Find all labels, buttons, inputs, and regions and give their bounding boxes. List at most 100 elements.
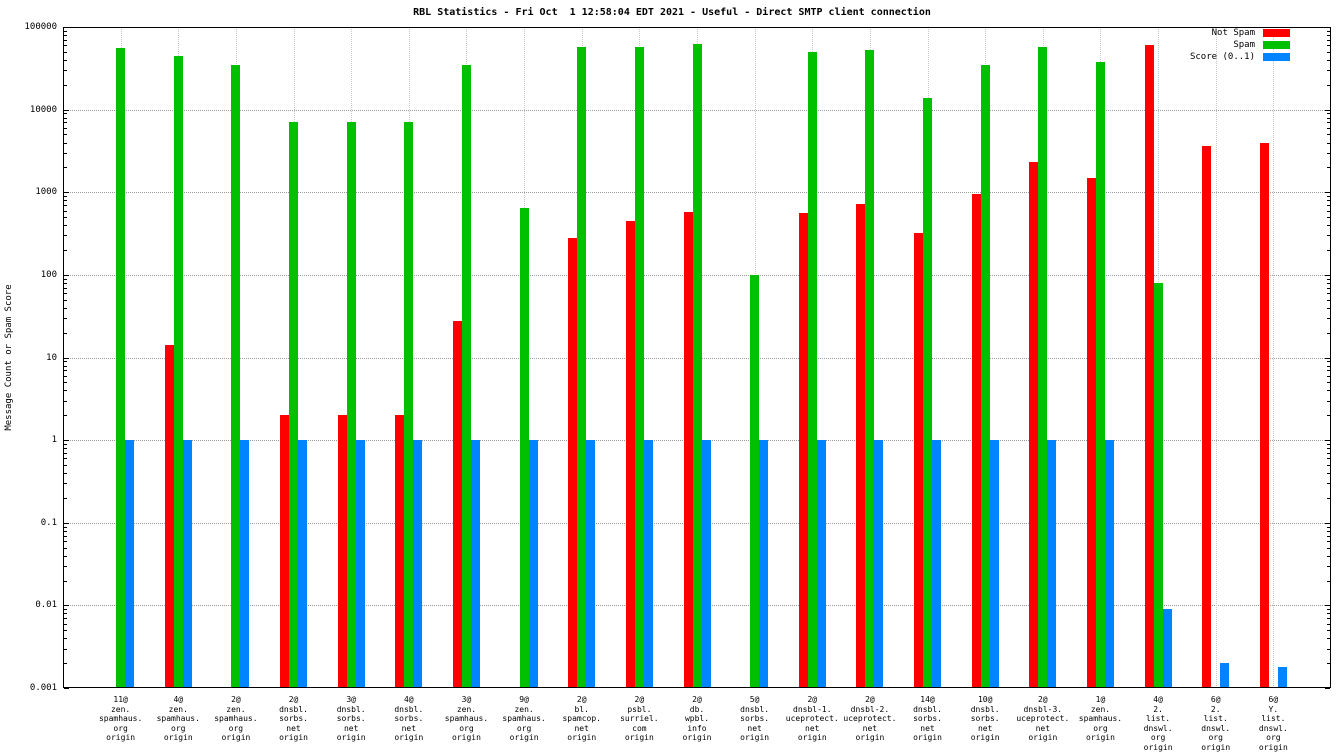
y-tick-minor [64,370,67,372]
bar-score-0-1-4 [355,440,365,688]
y-tick-major [64,605,69,607]
y-tick-minor [64,278,67,280]
y-tick-minor [64,452,67,454]
y-tick-label: 1000 [35,187,57,198]
y-tick-minor [64,415,67,417]
bar-spam-18 [1153,282,1163,688]
y-tick-minor [64,122,67,124]
y-tick-minor [64,250,67,251]
y-tick-minor [1327,293,1330,295]
y-tick-minor [64,623,67,625]
bar-not-spam-13 [856,203,866,688]
y-tick-minor [1327,452,1330,454]
y-tick-minor [64,580,67,582]
y-tick-minor [64,638,67,640]
y-tick-minor [1327,370,1330,372]
bar-score-0-1-10 [701,440,711,688]
bar-score-0-1-1 [182,440,192,688]
y-tick-minor [1327,282,1330,284]
y-tick-minor [1327,113,1330,115]
x-tick-label-17: 1@ zen. spamhaus. org origin [1078,695,1123,742]
y-tick-minor [64,39,67,41]
x-tick-label-14: 14@ dnsbl. sorbs. net origin [913,695,942,742]
y-tick-minor [1327,565,1330,567]
y-tick-minor [64,332,67,334]
legend-swatch-not-spam [1263,29,1290,37]
bar-score-0-1-7 [528,440,538,688]
y-tick-minor [1327,250,1330,251]
y-tick-minor [1327,35,1330,36]
bar-score-0-1-3 [298,440,308,688]
y-tick-minor [64,526,67,528]
y-tick-minor [1327,59,1330,61]
y-tick-minor [64,200,67,202]
y-tick-minor [64,35,67,36]
bar-score-0-1-18 [1162,609,1172,688]
bar-score-0-1-0 [125,440,135,688]
x-tick-label-1: 4@ zen. spamhaus. org origin [156,695,200,742]
y-tick-minor [1327,530,1330,532]
bar-score-0-1-9 [643,440,653,688]
bar-not-spam-18 [1144,45,1154,688]
bar-not-spam-17 [1086,177,1096,688]
y-tick-major [1325,522,1330,524]
y-tick-minor [64,609,67,611]
bar-score-0-1-19 [1220,663,1230,688]
y-tick-minor [1327,307,1330,309]
y-tick-minor [1327,580,1330,582]
x-tick-label-8: 2@ bl. spamcop. net origin [562,695,601,742]
y-tick-minor [64,282,67,284]
y-tick-minor [1327,235,1330,237]
y-tick-major [1325,109,1330,111]
y-tick-major [1325,27,1330,28]
bar-not-spam-4 [337,415,347,688]
x-tick-label-2: 2@ zen. spamhaus. org origin [214,695,258,742]
y-tick-minor [1327,365,1330,367]
y-tick-minor [64,365,67,367]
y-tick-minor [1327,39,1330,41]
y-tick-label: 100000 [24,22,57,32]
y-tick-major [64,522,69,524]
y-tick-minor [64,235,67,237]
y-tick-major [64,440,69,442]
y-tick-minor [1327,167,1330,169]
y-tick-minor [1327,217,1330,219]
bar-not-spam-15 [971,194,981,688]
y-tick-minor [64,318,67,320]
y-tick-minor [64,299,67,301]
y-tick-minor [1327,663,1330,665]
x-tick-label-3: 2@ dnsbl. sorbs. net origin [279,695,308,742]
y-tick-minor [64,473,67,474]
bar-score-0-1-13 [874,440,884,688]
y-tick-minor [64,225,67,227]
y-tick-label: 0.01 [35,600,57,611]
legend-label-not-spam: Not Spam [1211,28,1255,38]
y-tick-minor [1327,142,1330,144]
y-tick-label: 1 [51,435,57,446]
bar-not-spam-10 [683,211,693,688]
y-tick-minor [64,84,67,86]
bar-spam-11 [750,274,760,688]
bar-spam-15 [980,64,990,688]
y-tick-major [1325,440,1330,442]
x-tick-label-13: 2@ dnsbl-2. uceprotect. net origin [843,695,897,742]
y-tick-minor [64,59,67,61]
bar-score-0-1-14 [932,440,942,688]
y-tick-minor [64,113,67,115]
y-tick-minor [1327,623,1330,625]
y-tick-minor [1327,299,1330,301]
bar-spam-17 [1095,61,1105,688]
y-tick-label: 10 [46,352,57,363]
gridline-v [1215,27,1217,688]
y-tick-minor [1327,547,1330,549]
bar-not-spam-6 [452,320,462,688]
y-tick-minor [64,152,67,154]
y-tick-minor [64,307,67,309]
y-tick-major [1325,357,1330,359]
y-tick-major [64,688,69,689]
x-tick-label-20: 6@ Y. list. dnswl. org origin [1258,695,1288,752]
bar-not-spam-12 [798,213,808,688]
bar-score-0-1-15 [989,440,999,688]
x-tick-label-18: 4@ 2. list. dnswl. org origin [1143,695,1173,752]
y-tick-minor [1327,415,1330,417]
